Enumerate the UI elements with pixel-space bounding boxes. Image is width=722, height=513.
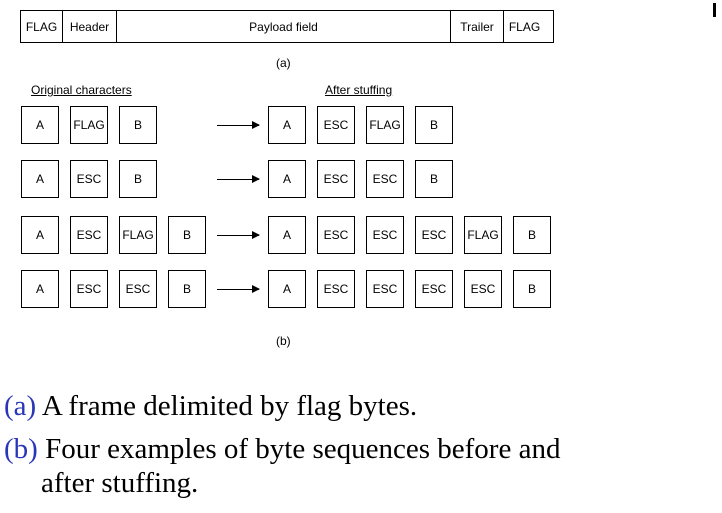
sublabel-a: (a) xyxy=(276,56,291,70)
stuffed-char-box: A xyxy=(268,270,306,308)
stuffed-char-box: A xyxy=(268,160,306,198)
frame-diagram: FLAG Header Payload field Trailer FLAG xyxy=(20,10,554,43)
frame-field: FLAG xyxy=(508,19,541,34)
stuffed-char-box: ESC xyxy=(366,160,404,198)
stuffed-char-box: A xyxy=(268,106,306,144)
frame-field: FLAG xyxy=(21,11,63,42)
original-char-box: B xyxy=(119,106,157,144)
caption-b: (b) Four examples of byte sequences befo… xyxy=(4,432,560,466)
stuffed-char-box: FLAG xyxy=(464,216,502,254)
stuffed-char-box: B xyxy=(415,106,453,144)
caption-b-line2: after stuffing. xyxy=(41,467,199,499)
stuffing-arrow xyxy=(217,175,260,183)
frame-field: Header xyxy=(63,11,117,42)
original-char-box: FLAG xyxy=(70,106,108,144)
stuffed-char-box: ESC xyxy=(366,216,404,254)
stuffing-arrow xyxy=(217,231,260,239)
sublabel-b: (b) xyxy=(276,334,291,348)
stuffed-char-box: ESC xyxy=(317,270,355,308)
original-char-box: FLAG xyxy=(119,216,157,254)
edge-mark xyxy=(713,3,716,17)
original-char-box: A xyxy=(21,106,59,144)
caption-a: (a) A frame delimited by flag bytes. xyxy=(4,389,417,423)
stuffed-char-box: B xyxy=(513,216,551,254)
original-char-box: ESC xyxy=(70,216,108,254)
original-char-box: ESC xyxy=(70,270,108,308)
stuffed-char-box: ESC xyxy=(317,160,355,198)
stuffed-char-box: ESC xyxy=(317,106,355,144)
stuffed-char-box: ESC xyxy=(415,216,453,254)
original-char-box: B xyxy=(168,270,206,308)
after-stuffing-label: After stuffing xyxy=(325,83,393,97)
stuffed-char-box: ESC xyxy=(464,270,502,308)
original-char-box: ESC xyxy=(119,270,157,308)
caption-b-text-line1: Four examples of byte sequences before a… xyxy=(37,433,561,465)
frame-field: Trailer xyxy=(451,11,504,42)
caption-a-tag: (a) xyxy=(4,390,37,422)
stuffed-char-box: B xyxy=(513,270,551,308)
stuffed-char-box: A xyxy=(268,216,306,254)
original-char-box: A xyxy=(21,270,59,308)
stuffed-char-box: FLAG xyxy=(366,106,404,144)
caption-b-tag: (b) xyxy=(4,433,38,465)
stuffed-char-box: ESC xyxy=(317,216,355,254)
original-char-box: B xyxy=(168,216,206,254)
stuffed-char-box: ESC xyxy=(366,270,404,308)
original-characters-label: Original characters xyxy=(31,83,132,97)
original-char-box: ESC xyxy=(70,160,108,198)
stuffed-char-box: ESC xyxy=(415,270,453,308)
frame-field: Payload field xyxy=(117,11,451,42)
stuffing-arrow xyxy=(217,285,260,293)
original-char-box: B xyxy=(119,160,157,198)
stuffed-char-box: B xyxy=(415,160,453,198)
stuffing-arrow xyxy=(217,121,260,129)
original-char-box: A xyxy=(21,216,59,254)
original-char-box: A xyxy=(21,160,59,198)
caption-a-text: A frame delimited by flag bytes. xyxy=(36,390,418,422)
